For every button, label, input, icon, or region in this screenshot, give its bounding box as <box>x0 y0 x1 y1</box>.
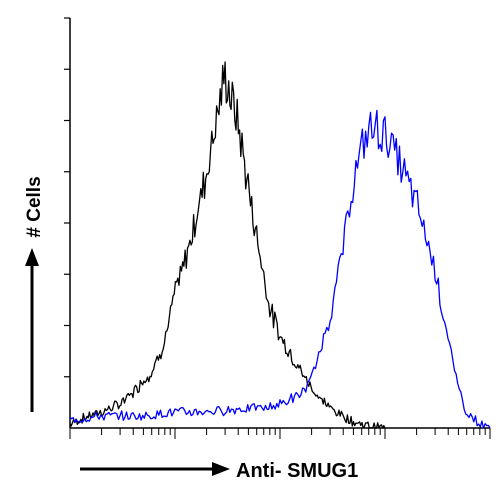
axes <box>64 17 491 439</box>
axis-labels: # Cells Anti- SMUG1 <box>24 176 358 482</box>
series-group <box>69 61 491 429</box>
series-1 <box>69 61 386 429</box>
series-1-line <box>69 61 386 429</box>
series-2-line <box>69 109 491 429</box>
y-axis-label: # Cells <box>24 176 45 237</box>
y-axis-arrow-head <box>25 248 39 266</box>
x-axis-arrow-head <box>212 462 230 476</box>
x-axis-label: Anti- SMUG1 <box>236 460 358 482</box>
series-2 <box>69 109 491 429</box>
